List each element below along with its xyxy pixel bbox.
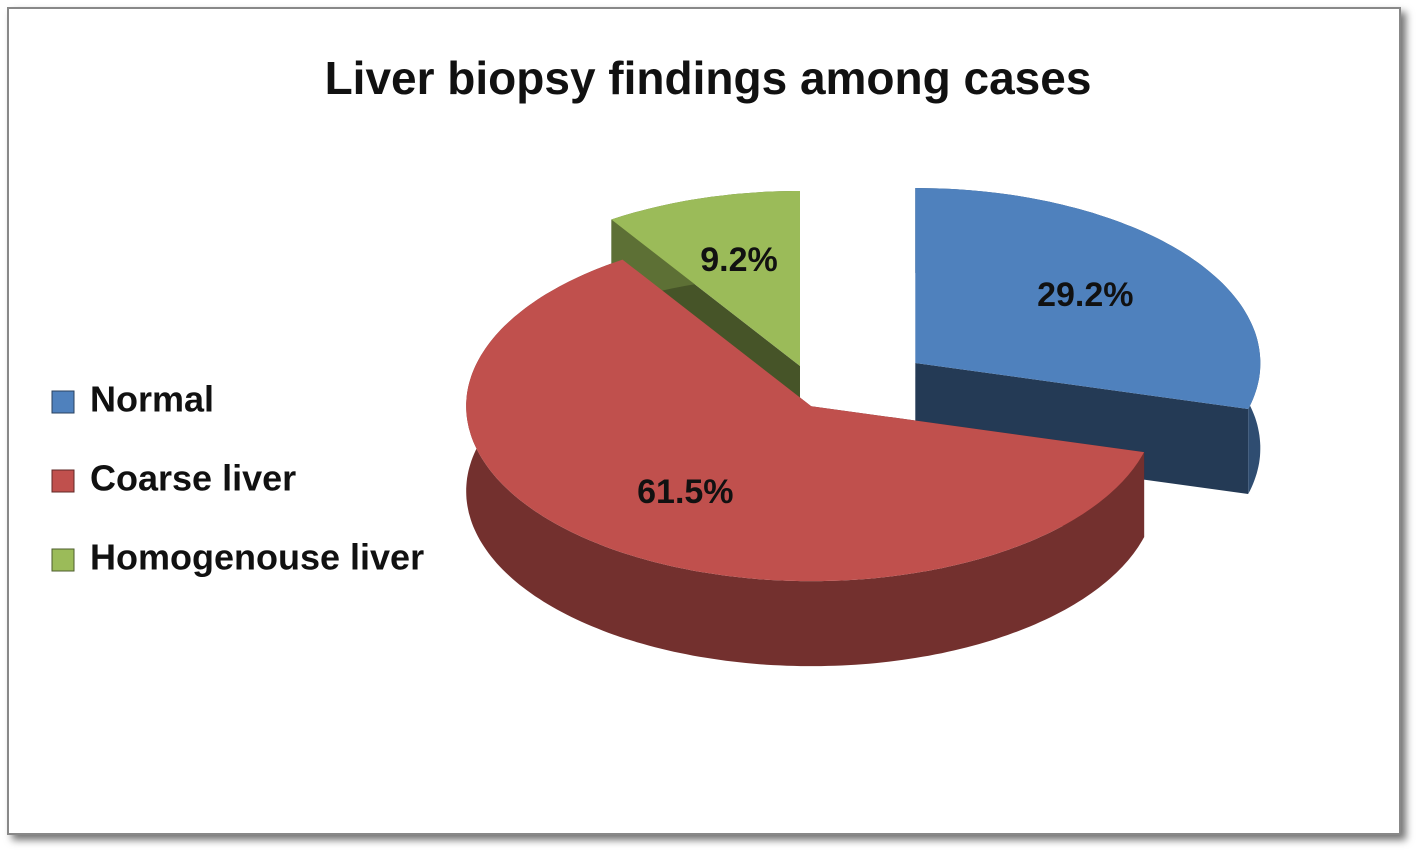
data-label: 29.2%	[1037, 276, 1133, 314]
legend-label: Homogenouse liver	[90, 537, 424, 578]
slice-side	[466, 259, 1145, 667]
chart-title: Liver biopsy findings among cases	[325, 52, 1092, 104]
legend-label: Normal	[90, 379, 214, 420]
slice-cut-face	[915, 363, 1249, 494]
slice	[915, 188, 1261, 409]
legend-swatch	[51, 469, 75, 493]
legend-swatch	[51, 390, 75, 414]
legend-label: Coarse liver	[90, 458, 296, 499]
slice	[466, 259, 1145, 582]
data-label: 61.5%	[637, 473, 733, 511]
slice	[611, 191, 800, 366]
legend: Normal Coarse liver Homogenouse liver	[51, 379, 424, 578]
data-label: 9.2%	[700, 241, 778, 279]
legend-swatch	[51, 548, 75, 572]
pie: 29.2% 61.5% 9.2%	[466, 188, 1261, 667]
